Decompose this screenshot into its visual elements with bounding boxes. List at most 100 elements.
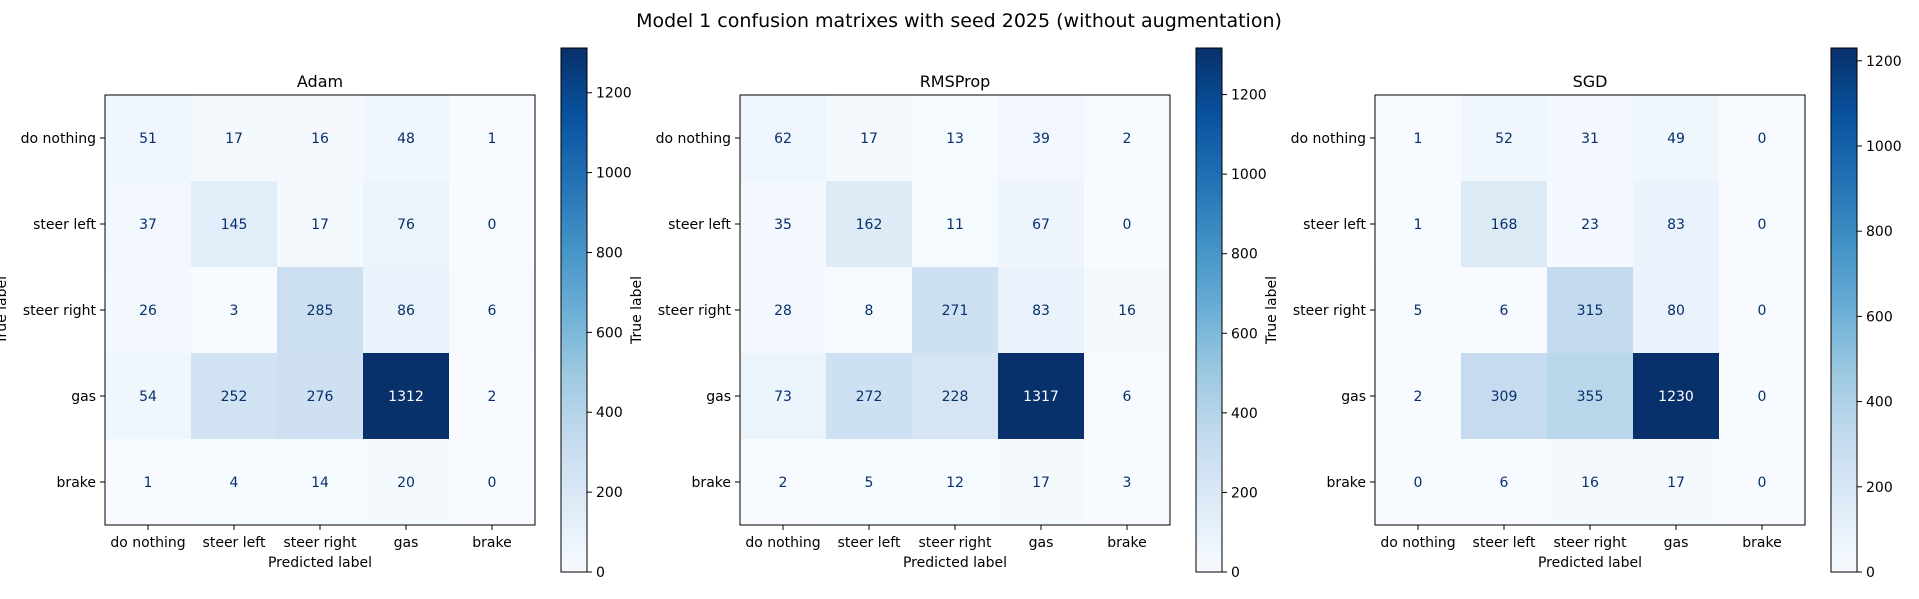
y-axis-label: True label [629,276,645,345]
colorbar [1830,47,1858,573]
heatmap-cell [998,439,1085,526]
cell-value-label: 0 [1758,475,1767,491]
heatmap-cell [449,439,536,526]
heatmap-cell [826,267,913,354]
heatmap-cell [1719,439,1806,526]
heatmap-cell [1084,439,1171,526]
x-tick-label: brake [1107,535,1146,551]
heatmap-cell [1084,267,1171,354]
heatmap-cell [191,353,278,440]
x-axis-label: Predicted label [903,555,1007,571]
heatmap-cell [1375,95,1462,182]
y-tick-label: gas [1341,389,1366,405]
panel-title: SGD [1573,72,1608,91]
heatmap-cell [912,267,999,354]
cell-value-label: 6 [488,303,497,319]
y-tick-label: steer right [658,303,732,319]
colorbar [560,47,588,573]
cell-value-label: 271 [942,303,969,319]
cell-value-label: 62 [774,131,792,147]
colorbar-tick-label: 200 [1231,485,1258,501]
cell-value-label: 39 [1032,131,1050,147]
cell-value-label: 23 [1581,217,1599,233]
colorbar-tick-label: 800 [1866,224,1893,240]
cell-value-label: 13 [946,131,964,147]
x-tick-label: steer right [918,535,992,551]
cell-value-label: 1312 [388,389,424,405]
x-tick-label: steer right [283,535,357,551]
cell-value-label: 0 [1123,217,1132,233]
colorbar-tick-label: 400 [1231,406,1258,422]
cell-value-label: 16 [311,131,329,147]
heatmap-cell [1547,181,1634,268]
cell-value-label: 355 [1577,389,1604,405]
cell-value-label: 31 [1581,131,1599,147]
colorbar-tick-label: 1200 [596,86,632,102]
heatmap-cell [1375,353,1462,440]
heatmap-cell [1719,353,1806,440]
heatmap-cell [191,439,278,526]
x-axis-label: Predicted label [1538,555,1642,571]
cell-value-label: 17 [860,131,878,147]
heatmap-cell [277,353,364,440]
y-tick-label: do nothing [21,131,96,147]
y-tick-label: steer right [23,303,97,319]
heatmap-cell [998,353,1085,440]
cell-value-label: 1 [1414,131,1423,147]
x-tick-label: steer left [1473,535,1536,551]
heatmap-cell [740,181,827,268]
cell-value-label: 67 [1032,217,1050,233]
heatmap-cell [449,353,536,440]
colorbar-tick-label: 1000 [596,166,632,182]
heatmap-cell [998,267,1085,354]
heatmap-cell [740,439,827,526]
heatmap-cell [1719,95,1806,182]
cell-value-label: 276 [307,389,334,405]
cell-value-label: 80 [1667,303,1685,319]
heatmap-cell [1547,439,1634,526]
heatmap-cell [105,95,192,182]
heatmap-cell [912,95,999,182]
cell-value-label: 4 [230,475,239,491]
cell-value-label: 1 [144,475,153,491]
heatmap-cell [277,439,364,526]
cell-value-label: 83 [1032,303,1050,319]
heatmap-cell [740,353,827,440]
heatmap-cell [191,267,278,354]
y-tick-label: steer left [1303,217,1366,233]
colorbar-tick-label: 0 [1866,565,1875,581]
heatmap-cell [449,181,536,268]
y-tick-label: brake [57,475,96,491]
cell-value-label: 272 [856,389,883,405]
cell-value-label: 0 [488,217,497,233]
heatmap-cell [1461,95,1548,182]
x-tick-label: gas [1029,535,1054,551]
colorbar-tick-label: 0 [596,565,605,581]
colorbar-tick-label: 400 [1866,395,1893,411]
heatmap-cell [1461,267,1548,354]
cell-value-label: 35 [774,217,792,233]
cell-value-label: 17 [1032,475,1050,491]
y-axis-label: True label [1264,276,1280,345]
heatmap-cell [363,95,450,182]
cell-value-label: 12 [946,475,964,491]
cell-value-label: 16 [1118,303,1136,319]
colorbar-tick-label: 600 [1866,309,1893,325]
cell-value-label: 6 [1500,303,1509,319]
cell-value-label: 54 [139,389,157,405]
heatmap-cell [363,439,450,526]
heatmap-cell [1084,181,1171,268]
heatmap-cell [912,439,999,526]
cell-value-label: 37 [139,217,157,233]
heatmap-cell [1461,439,1548,526]
heatmap-cell [912,353,999,440]
heatmap-cell [1633,181,1720,268]
x-tick-label: brake [472,535,511,551]
cell-value-label: 0 [1758,303,1767,319]
cell-value-label: 6 [1123,389,1132,405]
x-tick-label: gas [394,535,419,551]
cell-value-label: 1317 [1023,389,1059,405]
heatmap-cell [277,267,364,354]
cell-value-label: 3 [1123,475,1132,491]
